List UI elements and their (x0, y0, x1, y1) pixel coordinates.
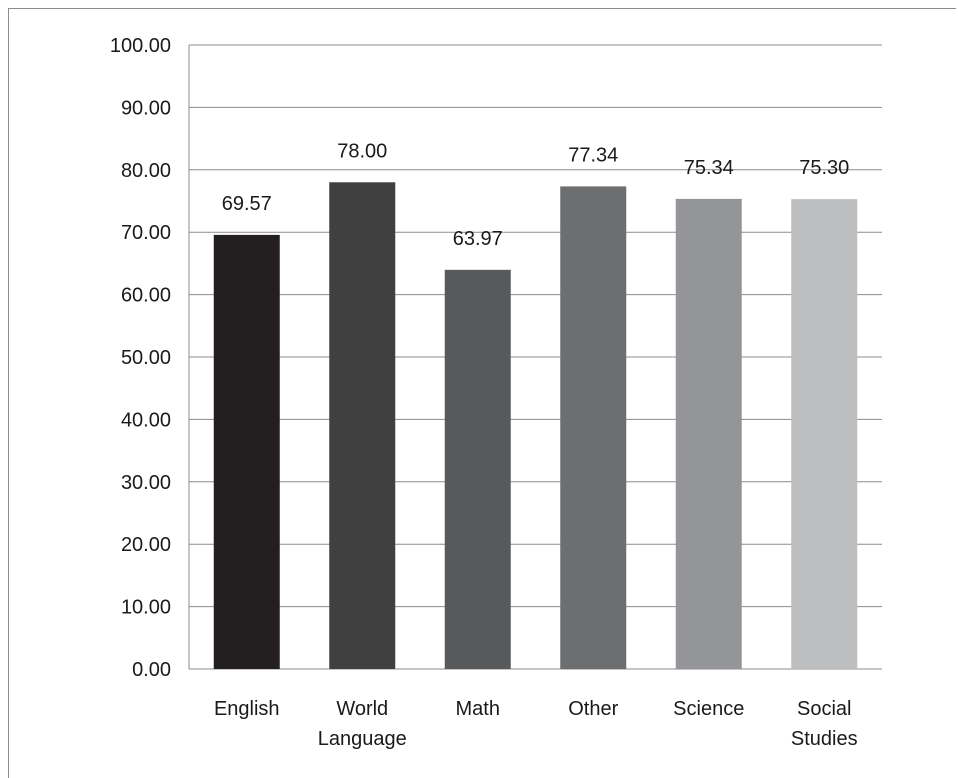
data-label: 75.34 (684, 157, 734, 179)
bar (560, 186, 627, 669)
category-label: English (214, 698, 280, 720)
y-tick-label: 20.00 (121, 534, 171, 556)
category-label: Social (797, 698, 851, 720)
y-tick-label: 90.00 (121, 97, 171, 119)
y-tick-label: 70.00 (121, 222, 171, 244)
category-label: World (336, 698, 388, 720)
y-tick-label: 50.00 (121, 347, 171, 369)
data-label: 63.97 (453, 228, 503, 250)
gridlines (189, 44, 882, 670)
y-tick-label: 80.00 (121, 160, 171, 182)
y-tick-label: 10.00 (121, 597, 171, 619)
data-label: 78.00 (337, 140, 387, 162)
bar (329, 182, 396, 669)
y-tick-label: 100.00 (110, 35, 171, 57)
y-tick-label: 0.00 (132, 659, 171, 681)
category-label: Language (318, 728, 407, 750)
category-label: Other (568, 698, 618, 720)
y-tick-label: 30.00 (121, 472, 171, 494)
data-labels: 69.57 78.00 63.97 77.34 75.34 75.30 (222, 140, 850, 250)
y-tick-label: 60.00 (121, 285, 171, 307)
data-label: 75.30 (799, 157, 849, 179)
bars (213, 182, 858, 670)
bar (791, 199, 858, 670)
y-axis-ticks: 0.00 10.00 20.00 30.00 40.00 50.00 60.00 70.00 8… (110, 35, 171, 681)
bar (213, 234, 280, 670)
data-label: 69.57 (222, 193, 272, 215)
bar (444, 269, 511, 669)
y-tick-label: 40.00 (121, 409, 171, 431)
category-labels: English World Language Math Other Science Soci… (214, 698, 858, 750)
category-label: Math (456, 698, 500, 720)
chart-frame (8, 8, 956, 778)
bar (675, 198, 742, 669)
category-label: Studies (791, 728, 858, 750)
category-label: Science (673, 698, 744, 720)
data-label: 77.34 (568, 144, 618, 166)
